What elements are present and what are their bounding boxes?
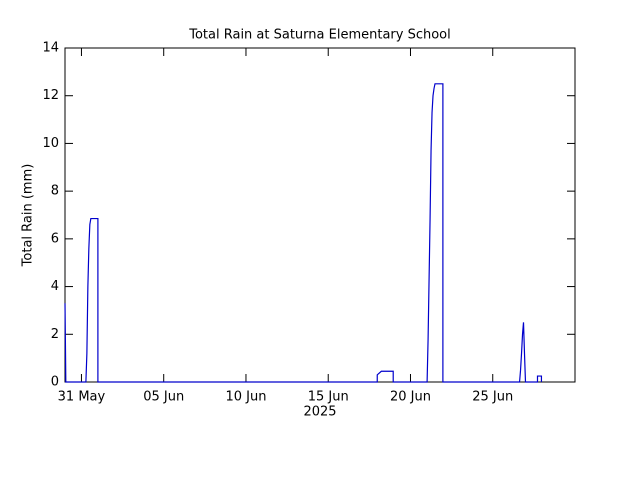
x-tick-label: 31 May: [58, 390, 106, 405]
y-tick-label: 12: [42, 88, 59, 103]
y-tick-label: 6: [51, 231, 59, 246]
y-tick-label: 4: [51, 279, 59, 294]
y-axis-label: Total Rain (mm): [21, 164, 36, 268]
x-tick-label: 05 Jun: [143, 390, 184, 405]
x-tick-label: 25 Jun: [472, 390, 513, 405]
y-tick-label: 8: [51, 184, 59, 199]
x-tick-label: 20 Jun: [390, 390, 431, 405]
rain-line: [64, 83, 543, 383]
x-axis-label: 2025: [303, 405, 336, 420]
y-tick-label: 2: [51, 327, 59, 342]
y-tick-label: 10: [42, 136, 59, 151]
x-tick-label: 15 Jun: [308, 390, 349, 405]
chart-title: Total Rain at Saturna Elementary School: [188, 28, 451, 43]
y-tick-label: 0: [51, 375, 59, 390]
x-tick-label: 10 Jun: [225, 390, 266, 405]
y-tick-label: 14: [42, 41, 59, 56]
